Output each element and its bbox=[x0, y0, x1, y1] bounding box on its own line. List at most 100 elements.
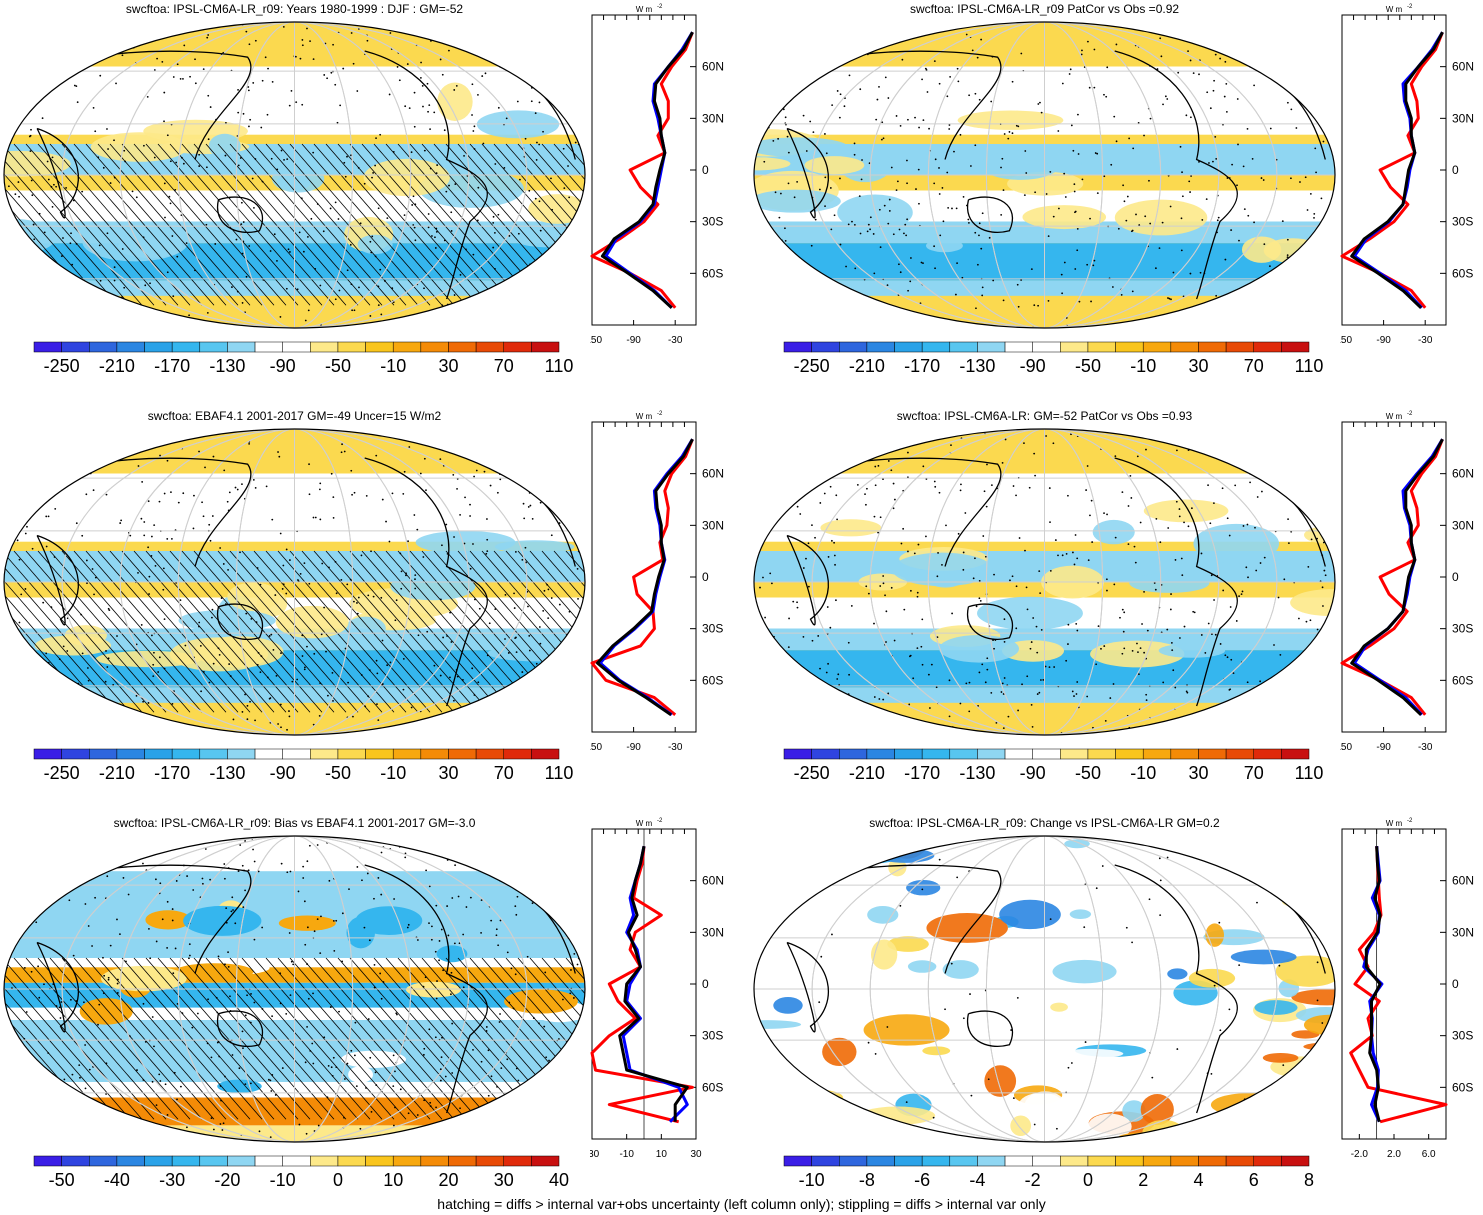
colorbar-swatch bbox=[89, 1155, 118, 1167]
colorbar-swatch bbox=[254, 1155, 283, 1167]
map-3 bbox=[753, 428, 1336, 736]
profile-lat-label: 60N bbox=[702, 874, 724, 888]
colorbar-swatch bbox=[1142, 748, 1172, 760]
colorbar-swatch bbox=[1198, 1155, 1227, 1167]
colorbar-tick-label: -10 bbox=[270, 1170, 296, 1190]
colorbar-swatch bbox=[199, 341, 228, 353]
colorbar-swatch bbox=[420, 748, 449, 760]
profile-lat-label: 0 bbox=[702, 163, 709, 177]
profile-x-tick-label: -150 bbox=[1340, 335, 1352, 345]
profile-line-black bbox=[1350, 438, 1444, 716]
colorbar-tick-label: -90 bbox=[270, 763, 296, 783]
profile-line-black bbox=[1364, 846, 1382, 1123]
profile-lat-label: 60N bbox=[702, 467, 724, 481]
colorbar-tick-label: 110 bbox=[545, 763, 574, 783]
colorbar-swatch bbox=[171, 1155, 201, 1167]
colorbar-tick-label: -130 bbox=[209, 763, 245, 783]
colorbar-0: -250-210-170-130-90-50-103070110150 bbox=[33, 341, 574, 376]
colorbar-tick-label: -2 bbox=[1025, 1170, 1041, 1190]
colorbar-5: -10-8-6-4-20246810 bbox=[783, 1155, 1314, 1190]
colorbar-tick-label: -250 bbox=[44, 763, 80, 783]
profile-units-exponent: -2 bbox=[1407, 411, 1413, 417]
colorbar-tick-label: -10 bbox=[1130, 763, 1156, 783]
profile-lat-label: 60S bbox=[702, 266, 723, 280]
colorbar-tick-label: -50 bbox=[325, 356, 351, 376]
colorbar-tick-label: 110 bbox=[1295, 763, 1324, 783]
colorbar-swatch bbox=[392, 1155, 422, 1167]
panel-title-2: swcftoa: EBAF4.1 2001-2017 GM=-49 Uncer=… bbox=[147, 409, 442, 423]
colorbar-swatch bbox=[475, 748, 504, 760]
colorbar-swatch bbox=[475, 341, 504, 353]
profile-x-tick-label: -30 bbox=[1418, 335, 1433, 345]
colorbar-swatch bbox=[1032, 1155, 1061, 1167]
profile-lat-label: 30N bbox=[702, 111, 724, 125]
colorbar-swatch bbox=[33, 748, 62, 760]
profile-lat-label: 60S bbox=[1452, 1080, 1473, 1094]
profile-lat-label: 30N bbox=[1452, 518, 1474, 532]
profile-units-exponent: -2 bbox=[657, 4, 663, 10]
colorbar-swatch bbox=[866, 748, 895, 760]
colorbar-swatch bbox=[839, 748, 868, 760]
profile-line-black bbox=[596, 438, 694, 717]
colorbar-swatch bbox=[1032, 748, 1061, 760]
colorbar-tick-label: -90 bbox=[1020, 763, 1046, 783]
colorbar-swatch bbox=[949, 748, 978, 760]
colorbar-tick-label: -10 bbox=[380, 356, 406, 376]
profile-lat-label: 30N bbox=[1452, 925, 1474, 939]
colorbar-swatch bbox=[1225, 341, 1254, 353]
colorbar-swatch bbox=[1281, 1155, 1310, 1167]
colorbar-swatch bbox=[1170, 748, 1199, 760]
colorbar-tick-label: 110 bbox=[545, 356, 574, 376]
footer-note: hatching = diffs > internal var+obs unce… bbox=[437, 1196, 1046, 1212]
colorbar-swatch bbox=[1115, 748, 1144, 760]
profile-x-tick-label: -90 bbox=[1376, 335, 1391, 345]
colorbar-swatch bbox=[144, 748, 173, 760]
colorbar-swatch bbox=[89, 341, 118, 353]
colorbar-swatch bbox=[475, 1155, 504, 1167]
colorbar-swatch bbox=[144, 341, 173, 353]
colorbar-tick-label: -50 bbox=[1075, 356, 1101, 376]
colorbar-swatch bbox=[1225, 1155, 1254, 1167]
colorbar-swatch bbox=[199, 748, 228, 760]
profile-units: W m bbox=[1386, 412, 1403, 421]
colorbar-swatch bbox=[1087, 341, 1116, 353]
profile-lat-label: 30S bbox=[1452, 622, 1473, 636]
colorbar-tick-label: -90 bbox=[270, 356, 296, 376]
colorbar-tick-label: -50 bbox=[325, 763, 351, 783]
colorbar-swatch bbox=[1087, 748, 1116, 760]
colorbar-tick-label: -210 bbox=[99, 356, 135, 376]
profile-x-tick-label: -30 bbox=[590, 1149, 600, 1159]
colorbar-tick-label: -170 bbox=[154, 356, 190, 376]
colorbar-swatch bbox=[1281, 341, 1310, 353]
colorbar-swatch bbox=[783, 341, 812, 353]
profile-line-red bbox=[590, 846, 694, 1124]
colorbar-tick-label: -130 bbox=[959, 763, 995, 783]
profile-x-tick-label: 30 bbox=[690, 1149, 702, 1159]
profile-lat-label: 60N bbox=[702, 60, 724, 74]
colorbar-swatch bbox=[1281, 748, 1310, 760]
colorbar-tick-label: -6 bbox=[914, 1170, 930, 1190]
profile-lat-label: 60S bbox=[702, 673, 723, 687]
colorbar-swatch bbox=[1142, 1155, 1172, 1167]
profile-lat-label: 30S bbox=[702, 1029, 723, 1043]
profile-line-red bbox=[1349, 846, 1448, 1124]
colorbar-swatch bbox=[171, 748, 201, 760]
colorbar-3: -250-210-170-130-90-50-103070110150 bbox=[783, 748, 1324, 783]
colorbar-swatch bbox=[503, 1155, 532, 1167]
colorbar-swatch bbox=[1225, 748, 1254, 760]
colorbar-swatch bbox=[1087, 1155, 1116, 1167]
map-1 bbox=[753, 21, 1336, 329]
colorbar-tick-label: -170 bbox=[904, 763, 940, 783]
colorbar-swatch bbox=[227, 1155, 256, 1167]
colorbar-1: -250-210-170-130-90-50-103070110150 bbox=[783, 341, 1323, 376]
colorbar-tick-label: 30 bbox=[438, 356, 458, 376]
profile-line-black bbox=[1350, 31, 1444, 309]
colorbar-swatch bbox=[1032, 341, 1061, 353]
profile-x-tick-label: -90 bbox=[1376, 742, 1391, 752]
zonal-profile-3: W m -2 60N 30N 0 30S 60S -150 -90 -30 bbox=[1340, 411, 1474, 752]
colorbar-swatch bbox=[310, 341, 339, 353]
colorbar-swatch bbox=[503, 341, 532, 353]
profile-x-tick-label: -90 bbox=[626, 742, 641, 752]
profile-units: W m bbox=[1386, 5, 1403, 14]
colorbar-swatch bbox=[1060, 748, 1089, 760]
